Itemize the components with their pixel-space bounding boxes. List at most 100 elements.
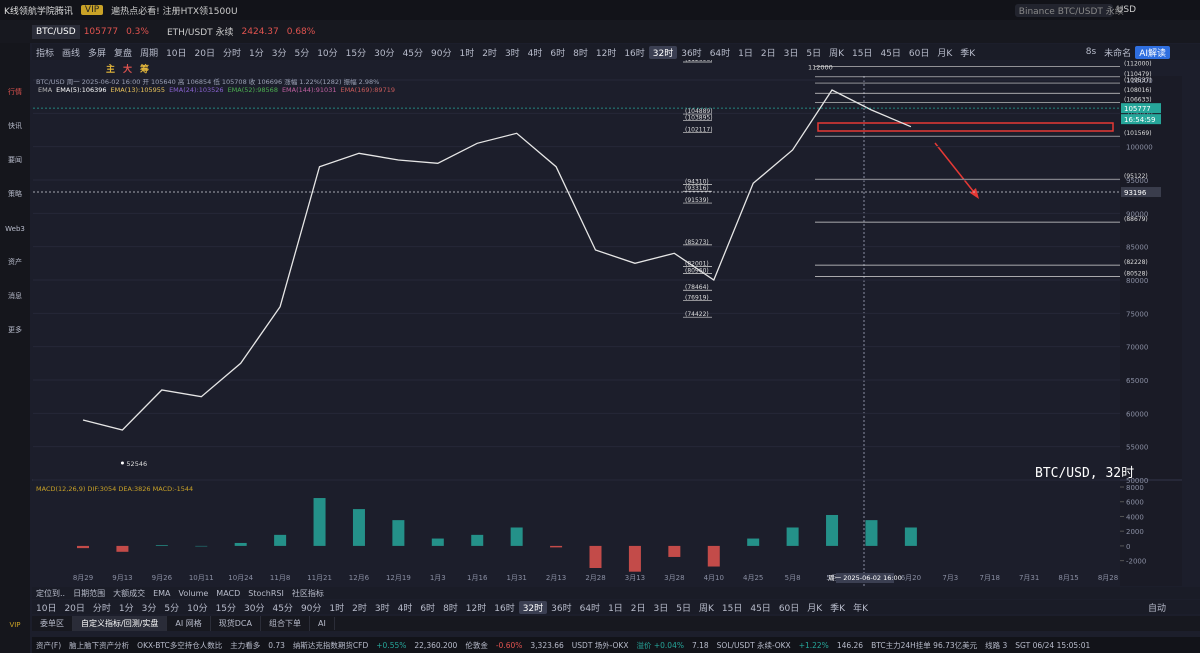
- panel-tab[interactable]: 自定义指标/回测/实盘: [73, 616, 168, 631]
- timeframe-item[interactable]: 5分: [164, 603, 180, 614]
- toolbar-item[interactable]: 1日: [738, 48, 753, 59]
- timeframe-item[interactable]: 10分: [187, 603, 208, 614]
- toolbar-right[interactable]: AI解读: [1135, 45, 1170, 59]
- timeframe-item[interactable]: 90分: [300, 603, 322, 614]
- toolbar-item[interactable]: 60日: [908, 48, 930, 59]
- toolbar-item[interactable]: 4时: [527, 48, 543, 59]
- indicator-item[interactable]: StochRSI: [248, 588, 284, 598]
- toolbar-item[interactable]: 10分: [317, 48, 338, 59]
- toolbar-item[interactable]: 45日: [880, 48, 901, 59]
- timeframe-item[interactable]: 30分: [244, 603, 265, 614]
- indicator-item[interactable]: 大额成交: [113, 588, 146, 598]
- indicator-item[interactable]: Volume: [178, 588, 209, 598]
- timeframe-item[interactable]: 36时: [551, 603, 572, 614]
- timeframe-item[interactable]: 年K: [853, 603, 868, 614]
- timeframe-item[interactable]: 3分: [141, 603, 157, 614]
- timeframe-item[interactable]: 6时: [420, 603, 436, 614]
- timeframe-item[interactable]: 4时: [397, 603, 413, 614]
- indicator-item[interactable]: EMA: [153, 588, 171, 598]
- timeframe-item[interactable]: 15日: [721, 603, 743, 614]
- toolbar-item[interactable]: 64时: [709, 48, 731, 59]
- timeframe-item[interactable]: 2日: [630, 603, 646, 614]
- toolbar-item[interactable]: 30分: [374, 48, 395, 59]
- toolbar-item[interactable]: 2日: [760, 48, 776, 59]
- toolbar-item[interactable]: 5日: [806, 48, 822, 59]
- indicator-item[interactable]: MACD: [216, 588, 241, 598]
- timeframe-item[interactable]: 45日: [750, 603, 771, 614]
- timeframe-item[interactable]: 8时: [443, 603, 458, 614]
- panel-tab[interactable]: AI: [310, 617, 335, 630]
- toolbar-item[interactable]: 周期: [140, 48, 159, 59]
- timeframe-item[interactable]: 16时: [494, 603, 515, 614]
- timeframe-item[interactable]: 3时: [374, 603, 390, 614]
- toolbar-item[interactable]: 3时: [504, 48, 520, 59]
- timeframe-item[interactable]: 周K: [699, 603, 714, 614]
- toolbar-item[interactable]: 画线: [62, 48, 81, 59]
- timeframe-item[interactable]: 2时: [352, 603, 367, 614]
- tab-name[interactable]: ETH/USDT 永续: [166, 28, 234, 38]
- toolbar-item[interactable]: 3分: [271, 48, 287, 59]
- sidebar-item[interactable]: 消息: [8, 292, 22, 300]
- toolbar-item[interactable]: 1时: [459, 48, 475, 59]
- timeframe-item[interactable]: 1时: [329, 603, 345, 614]
- sidebar-item[interactable]: 要闻: [8, 156, 22, 164]
- toolbar-item[interactable]: 16时: [624, 48, 645, 59]
- timeframe-item[interactable]: 32时: [518, 600, 548, 614]
- panel-tab[interactable]: 现货DCA: [211, 616, 261, 631]
- toolbar-item[interactable]: 3日: [783, 48, 799, 59]
- toolbar-item[interactable]: 90分: [431, 48, 452, 59]
- toolbar-item[interactable]: 多屏: [88, 48, 107, 59]
- currency[interactable]: USD: [1116, 5, 1136, 15]
- sidebar-item[interactable]: 更多: [8, 326, 22, 334]
- timeframe-item[interactable]: 60日: [778, 603, 800, 614]
- timeframe-item[interactable]: 5日: [676, 603, 691, 614]
- indicator-item[interactable]: 社区指标: [291, 588, 324, 598]
- toolbar-item[interactable]: 45分: [402, 48, 424, 59]
- sidebar-item[interactable]: 资产: [8, 258, 22, 266]
- toolbar-item[interactable]: 2时: [482, 48, 497, 59]
- toolbar-item[interactable]: 5分: [294, 48, 310, 59]
- toolbar-item[interactable]: 季K: [960, 48, 976, 59]
- toolbar-item[interactable]: 20日: [194, 48, 215, 59]
- sidebar-item[interactable]: 快讯: [8, 122, 22, 130]
- timeframe-right[interactable]: 自动: [1147, 603, 1166, 614]
- tool[interactable]: 筹: [140, 64, 150, 75]
- panel-tab[interactable]: 委单区: [32, 616, 73, 631]
- timeframe-item[interactable]: 分时: [92, 603, 111, 614]
- timeframe-item[interactable]: 3日: [653, 603, 669, 614]
- timeframe-item[interactable]: 1分: [118, 603, 134, 614]
- toolbar-right[interactable]: 8s: [1085, 47, 1097, 57]
- toolbar-item[interactable]: 指标: [36, 48, 55, 59]
- sidebar-item[interactable]: 策略: [8, 190, 22, 198]
- sidebar-item[interactable]: Web3: [5, 225, 25, 233]
- tab-name[interactable]: BTC/USD: [32, 24, 80, 39]
- timeframe-item[interactable]: 10日: [36, 603, 57, 614]
- panel-tab[interactable]: 组合下单: [261, 616, 310, 631]
- toolbar-item[interactable]: 15分: [345, 48, 367, 59]
- toolbar-item[interactable]: 10日: [166, 48, 187, 59]
- toolbar-right[interactable]: 未命名: [1104, 48, 1132, 59]
- toolbar-item[interactable]: 6时: [550, 48, 566, 59]
- indicator-item[interactable]: 日期范围: [73, 588, 106, 598]
- timeframe-item[interactable]: 1日: [608, 603, 623, 614]
- timeframe-item[interactable]: 15分: [215, 603, 237, 614]
- toolbar-item[interactable]: 周K: [829, 48, 844, 59]
- timeframe-item[interactable]: 64时: [579, 603, 601, 614]
- tool[interactable]: 大: [123, 64, 133, 75]
- panel-tab[interactable]: AI 网格: [167, 616, 211, 631]
- timeframe-item[interactable]: 12时: [465, 603, 487, 614]
- toolbar-item[interactable]: 36时: [681, 48, 702, 59]
- toolbar-item[interactable]: 月K: [937, 48, 953, 59]
- indicator-item[interactable]: 定位到..: [36, 588, 66, 598]
- toolbar-item[interactable]: 复盘: [114, 48, 133, 59]
- search[interactable]: Binance BTC/USDT 永续: [1014, 3, 1124, 17]
- tool[interactable]: 主: [106, 64, 116, 75]
- timeframe-item[interactable]: 季K: [830, 603, 846, 614]
- timeframe-item[interactable]: 20日: [64, 603, 85, 614]
- toolbar-item[interactable]: 1分: [249, 48, 264, 59]
- sidebar-item[interactable]: VIP: [9, 621, 21, 629]
- toolbar-item[interactable]: 8时: [573, 48, 588, 59]
- toolbar-item[interactable]: 分时: [222, 48, 241, 59]
- toolbar-item[interactable]: 32时: [648, 45, 678, 59]
- timeframe-item[interactable]: 45分: [272, 603, 293, 614]
